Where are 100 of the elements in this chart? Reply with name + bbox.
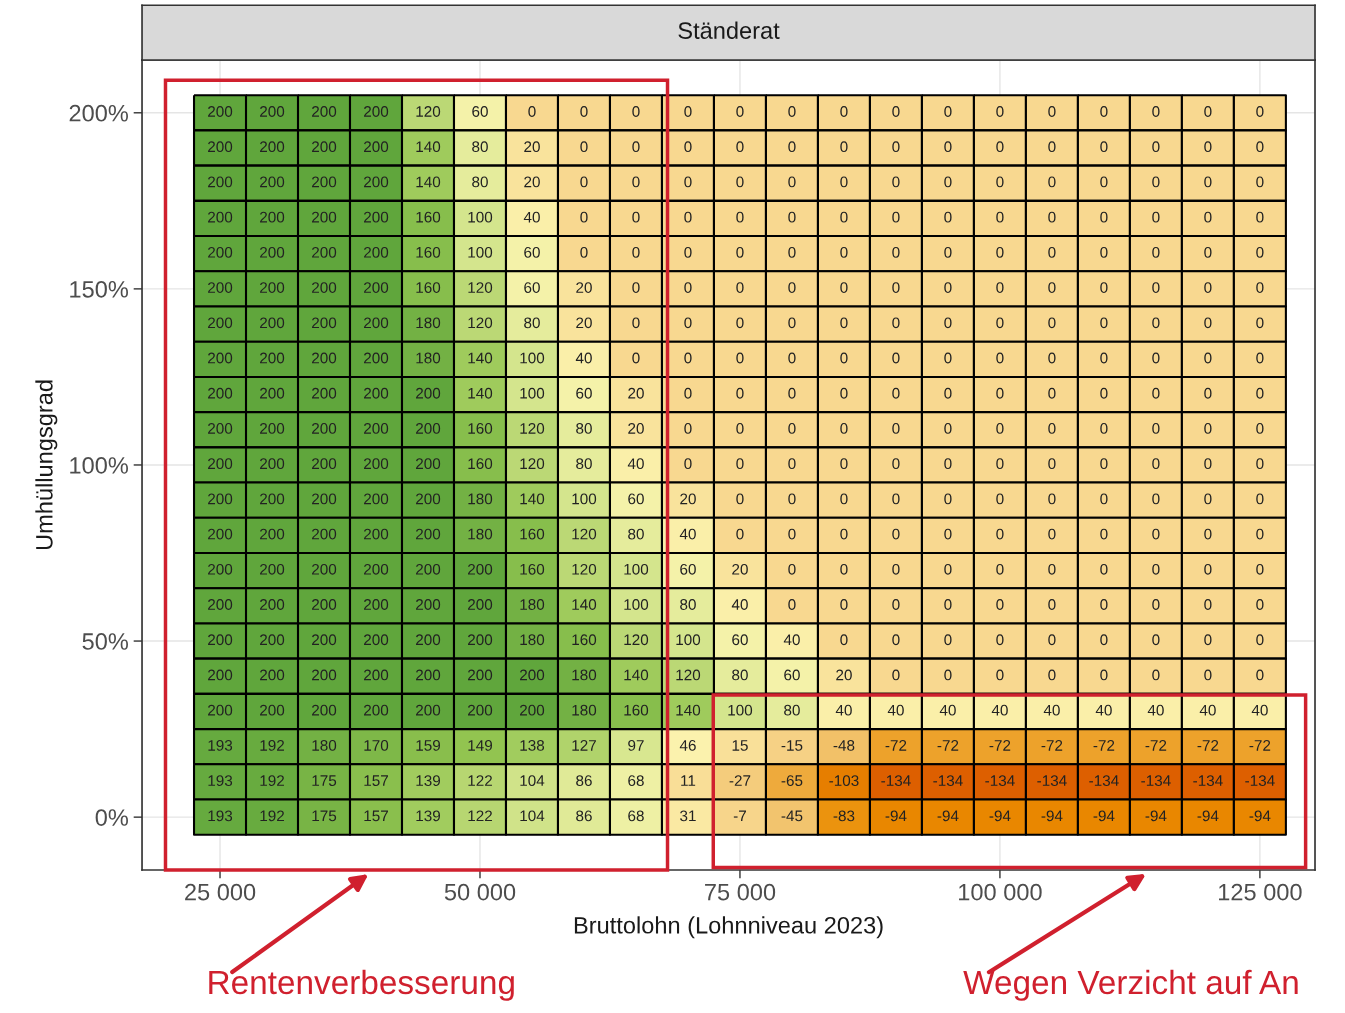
- data-label: 0: [736, 211, 744, 223]
- y-tick-label: 200%: [69, 104, 128, 122]
- data-label: 0: [944, 528, 952, 540]
- data-label: -72: [1041, 739, 1063, 751]
- data-label: -7: [733, 810, 746, 822]
- data-label: -72: [1197, 739, 1219, 751]
- data-label: 200: [260, 282, 285, 293]
- data-label: 86: [576, 775, 592, 787]
- data-label: 120: [676, 669, 701, 681]
- data-label: 180: [416, 352, 441, 364]
- data-label: 139: [416, 775, 441, 787]
- data-label: -83: [833, 810, 855, 822]
- data-label: 0: [1204, 563, 1212, 575]
- data-label: 0: [1152, 282, 1160, 293]
- data-label: 0: [944, 141, 952, 153]
- data-label: 200: [260, 106, 285, 117]
- data-label: -72: [1249, 739, 1271, 751]
- data-label: 0: [788, 317, 796, 329]
- data-label: 100: [520, 387, 545, 399]
- data-label: -72: [1093, 739, 1115, 751]
- data-label: 0: [1204, 458, 1212, 470]
- data-label: 0: [840, 423, 848, 434]
- data-label: 0: [1256, 176, 1264, 188]
- data-label: 100: [676, 634, 701, 646]
- data-label: 0: [1048, 246, 1056, 258]
- data-label: 0: [1048, 528, 1056, 540]
- data-label: 200: [208, 563, 233, 575]
- data-label: 200: [364, 704, 389, 716]
- data-label: 40: [939, 704, 956, 716]
- data-label: 200: [364, 634, 389, 646]
- data-label: 0: [684, 282, 692, 293]
- y-tick-label: 100%: [70, 457, 128, 474]
- data-label: 200: [416, 563, 441, 575]
- data-label: 0: [840, 282, 848, 293]
- data-label: 180: [416, 317, 441, 329]
- data-label: 0: [1152, 563, 1160, 575]
- data-label: 60: [524, 246, 540, 258]
- data-label: 0: [892, 423, 900, 434]
- data-label: 180: [572, 704, 597, 716]
- data-label: -72: [989, 739, 1011, 751]
- data-label: -94: [1197, 810, 1219, 822]
- data-label: 0: [892, 599, 900, 610]
- data-label: -134: [1037, 775, 1067, 787]
- data-label: 0: [1256, 282, 1264, 293]
- data-label: 0: [736, 317, 744, 329]
- data-label: 0: [944, 176, 952, 188]
- data-label: 200: [208, 458, 233, 470]
- data-label: 0: [1048, 423, 1056, 434]
- data-label: 0: [788, 563, 796, 575]
- data-label: 0: [1048, 634, 1056, 646]
- data-label: 200: [260, 669, 285, 681]
- data-label: 0: [1048, 352, 1056, 364]
- data-label: 0: [1048, 176, 1056, 188]
- data-label: 40: [1199, 704, 1216, 716]
- data-label: 0: [788, 387, 796, 399]
- data-label: 0: [996, 669, 1004, 681]
- data-label: 0: [840, 211, 848, 223]
- data-label: 180: [312, 739, 337, 751]
- data-label: 200: [364, 106, 389, 117]
- data-label: 0: [840, 493, 848, 505]
- data-label: 200: [468, 634, 493, 646]
- data-label: 86: [576, 810, 592, 822]
- data-label: 0: [1048, 282, 1056, 293]
- data-label: 0: [736, 423, 744, 434]
- data-label: 0: [632, 246, 640, 258]
- data-label: 60: [576, 387, 592, 399]
- data-label: 0: [736, 246, 744, 258]
- data-label: 200: [312, 317, 337, 329]
- data-label: 0: [736, 352, 744, 364]
- data-label: 0: [1152, 141, 1160, 153]
- data-label: 0: [1152, 599, 1160, 610]
- data-label: 200: [312, 352, 337, 364]
- data-label: 40: [835, 704, 852, 716]
- data-label: -72: [885, 739, 907, 751]
- data-label: 200: [260, 423, 285, 434]
- data-label: 0: [892, 141, 900, 153]
- data-label: 0: [684, 423, 692, 434]
- data-label: -134: [881, 775, 911, 787]
- data-label: 0: [788, 246, 796, 258]
- data-label: 0: [788, 141, 796, 153]
- data-label: 0: [1100, 211, 1108, 223]
- data-label: 200: [260, 493, 285, 505]
- data-label: 0: [1152, 387, 1160, 399]
- data-label: 120: [624, 634, 649, 646]
- data-label: 0: [632, 317, 640, 329]
- data-label: 0: [996, 458, 1004, 470]
- data-label: 0: [736, 528, 744, 540]
- data-label: 0: [892, 563, 900, 575]
- data-label: 159: [416, 739, 441, 751]
- data-label: 0: [1256, 458, 1264, 470]
- data-label: 80: [628, 528, 644, 540]
- data-label: 0: [1048, 211, 1056, 223]
- data-label: 200: [208, 176, 233, 188]
- data-label: 0: [996, 211, 1004, 223]
- data-label: 122: [468, 810, 492, 822]
- data-label: 200: [416, 528, 441, 540]
- data-label: 200: [468, 599, 493, 610]
- data-label: 80: [472, 176, 488, 188]
- data-label: -103: [829, 775, 859, 787]
- data-label: 0: [1048, 141, 1056, 153]
